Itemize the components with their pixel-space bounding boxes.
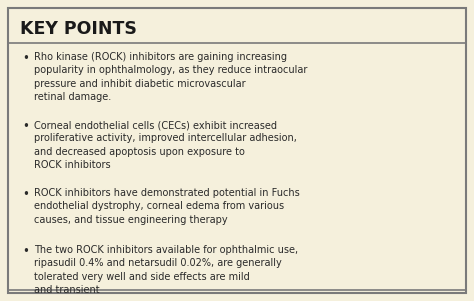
- Text: ROCK inhibitors have demonstrated potential in Fuchs
endothelial dystrophy, corn: ROCK inhibitors have demonstrated potent…: [34, 188, 300, 225]
- Text: •: •: [22, 188, 29, 201]
- Text: Rho kinase (ROCK) inhibitors are gaining increasing
popularity in ophthalmology,: Rho kinase (ROCK) inhibitors are gaining…: [34, 52, 307, 102]
- Text: The two ROCK inhibitors available for ophthalmic use,
ripasudil 0.4% and netarsu: The two ROCK inhibitors available for op…: [34, 245, 298, 295]
- Text: KEY POINTS: KEY POINTS: [20, 20, 137, 38]
- Text: •: •: [22, 245, 29, 258]
- Text: •: •: [22, 120, 29, 133]
- Text: Corneal endothelial cells (CECs) exhibit increased
proliferative activity, impro: Corneal endothelial cells (CECs) exhibit…: [34, 120, 297, 170]
- Text: •: •: [22, 52, 29, 65]
